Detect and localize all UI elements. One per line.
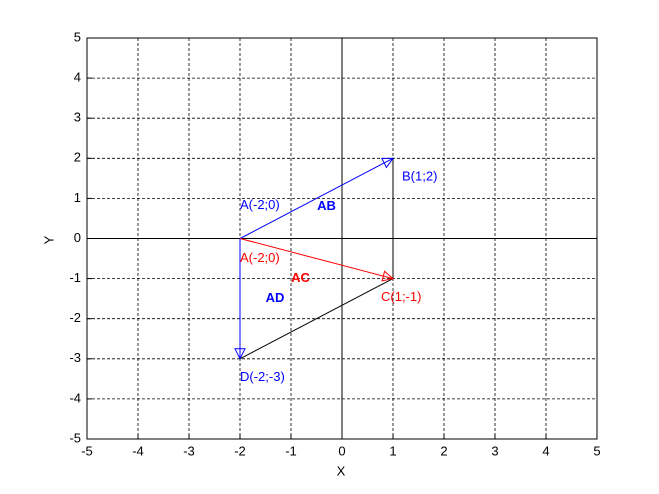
arrowhead [234, 348, 246, 360]
y-tick-label: -3 [69, 350, 81, 365]
x-tick-label: 4 [542, 443, 549, 458]
x-tick-label: -1 [285, 443, 297, 458]
x-tick-label: -4 [132, 443, 144, 458]
x-tick-label: 5 [593, 443, 600, 458]
y-tick-label: 0 [74, 230, 81, 245]
vector-label: AD [266, 290, 285, 305]
x-tick-label: -3 [183, 443, 195, 458]
y-tick-label: -5 [69, 430, 81, 445]
y-tick-label: -4 [69, 390, 81, 405]
vector [239, 157, 394, 239]
y-tick-label: 4 [74, 70, 81, 85]
arrowhead [381, 270, 395, 282]
vector-label: AC [291, 270, 310, 285]
y-tick-label: -2 [69, 310, 81, 325]
x-tick-label: 2 [440, 443, 447, 458]
y-axis-label: Y [41, 235, 56, 244]
x-tick-label: 3 [491, 443, 498, 458]
arrowhead [381, 157, 394, 169]
vector [239, 238, 394, 280]
y-tick-label: 3 [74, 110, 81, 125]
point-label: A(-2;0) [240, 197, 280, 212]
x-tick-label: 1 [389, 443, 396, 458]
x-tick-label: -5 [81, 443, 93, 458]
y-tick-label: -1 [69, 270, 81, 285]
y-tick-label: 5 [74, 29, 81, 44]
point-label: C(1;-1) [381, 289, 421, 304]
y-tick-label: 1 [74, 190, 81, 205]
y-tick-label: 2 [74, 150, 81, 165]
x-axis-label: X [337, 463, 346, 478]
x-tick-label: -2 [234, 443, 246, 458]
segment [239, 278, 394, 360]
point-label: D(-2;-3) [240, 369, 285, 384]
vector-label: AB [317, 198, 336, 213]
point-label: A(-2;0) [240, 250, 280, 265]
x-tick-label: 0 [338, 443, 345, 458]
point-label: B(1;2) [402, 169, 437, 184]
